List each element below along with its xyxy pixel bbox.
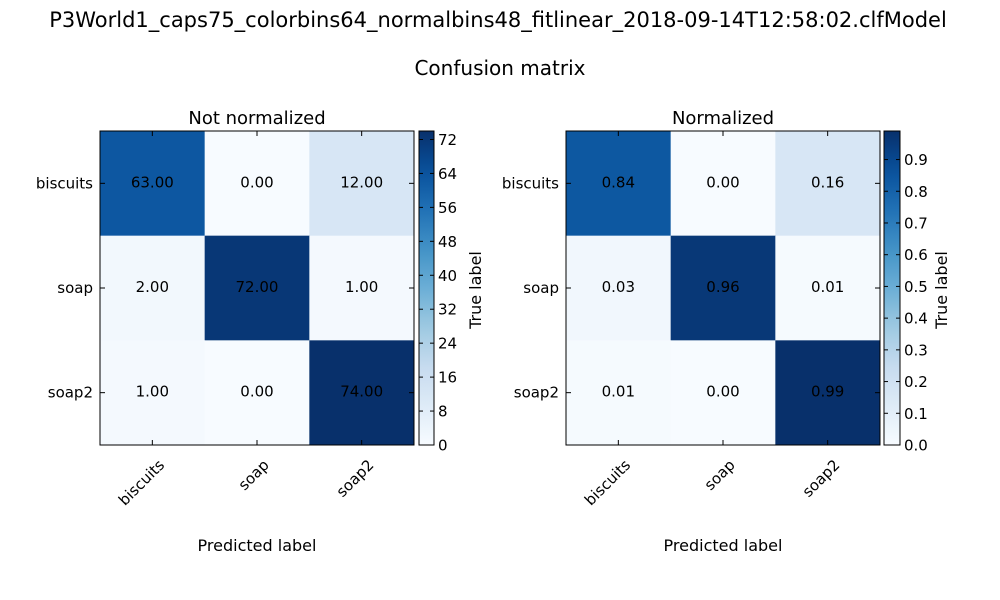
heatmap-cell xyxy=(309,340,415,446)
cell-value-label: 72.00 xyxy=(236,278,279,296)
colorbar-tick-label: 40 xyxy=(438,267,457,285)
colorbar-tick-label: 0.5 xyxy=(904,278,928,296)
cell-value-label: 0.00 xyxy=(706,383,739,401)
heatmap-panel-1: Not normalized 63.00 0.00 12.00 2.00 72.00 1.0… xyxy=(36,108,485,555)
heatmap-cell xyxy=(775,235,881,341)
heatmap-cell xyxy=(309,131,415,237)
colorbar-tick-label: 48 xyxy=(438,233,457,251)
cell-value-label: 0.16 xyxy=(811,173,844,191)
colorbar-tick-label: 0.6 xyxy=(904,246,928,264)
colorbar-tick-label: 32 xyxy=(438,301,457,319)
heatmap-panel-2: Normalized 0.84 0.00 0.16 0.03 0.96 0.01 0.01 0.… xyxy=(502,108,951,555)
colorbar-tick-label: 16 xyxy=(438,369,457,387)
colorbar-tick-label: 0.3 xyxy=(904,341,928,359)
colorbar-tick-label: 0.4 xyxy=(904,310,928,328)
cell-value-label: 0.01 xyxy=(811,278,844,296)
heatmap-cell xyxy=(670,235,776,341)
cell-value-label: 0.00 xyxy=(240,173,273,191)
colorbar-tick-label: 24 xyxy=(438,335,457,353)
panel-title: Not normalized xyxy=(188,108,325,129)
cell-value-label: 0.99 xyxy=(811,383,844,401)
cell-value-label: 0.96 xyxy=(706,278,739,296)
heatmap-cell xyxy=(566,131,672,237)
colorbar-tick-label: 0.1 xyxy=(904,405,928,423)
cell-value-label: 1.00 xyxy=(136,383,169,401)
colorbar xyxy=(883,130,901,446)
figure-suptitle: P3World1_caps75_colorbins64_normalbins48… xyxy=(49,8,947,33)
x-axis-label: Predicted label xyxy=(664,536,783,555)
heatmap-cell xyxy=(100,235,206,341)
cell-value-label: 0.00 xyxy=(706,173,739,191)
cell-value-label: 63.00 xyxy=(131,173,174,191)
y-tick-label: soap xyxy=(57,279,93,297)
colorbar-tick-label: 8 xyxy=(438,403,448,421)
y-tick-label: soap2 xyxy=(48,384,93,402)
panel-title: Normalized xyxy=(672,108,774,129)
heatmap-cell xyxy=(775,131,881,237)
colorbar-tick-label: 64 xyxy=(438,165,457,183)
colorbar-tick-label: 0.7 xyxy=(904,214,928,232)
colorbar xyxy=(418,130,435,446)
cell-value-label: 0.03 xyxy=(602,278,635,296)
colorbar-label: True label xyxy=(466,251,485,330)
colorbar-tick-label: 72 xyxy=(438,131,457,149)
y-tick-label: biscuits xyxy=(36,174,93,192)
cell-value-label: 0.00 xyxy=(240,383,273,401)
colorbar-tick-label: 0.2 xyxy=(904,373,928,391)
heatmap-cell xyxy=(566,235,672,341)
figure-title: Confusion matrix xyxy=(414,56,585,80)
cell-value-label: 1.00 xyxy=(345,278,378,296)
y-tick-label: soap xyxy=(523,279,559,297)
heatmap-cell xyxy=(566,340,672,446)
cell-value-label: 0.01 xyxy=(602,383,635,401)
heatmap-cell xyxy=(204,340,310,446)
colorbar-tick-label: 0.0 xyxy=(904,437,928,455)
heatmap-cell xyxy=(309,235,415,341)
colorbar-tick-label: 0.9 xyxy=(904,151,928,169)
y-tick-label: soap2 xyxy=(514,384,559,402)
y-tick-label: biscuits xyxy=(502,174,559,192)
colorbar-tick-label: 0 xyxy=(438,437,448,455)
heatmap-cell xyxy=(204,131,310,237)
heatmap-cell xyxy=(775,340,881,446)
x-axis-label: Predicted label xyxy=(198,536,317,555)
heatmap-cell xyxy=(204,235,310,341)
heatmap-cell xyxy=(670,340,776,446)
heatmap-cell xyxy=(100,340,206,446)
cell-value-label: 74.00 xyxy=(340,383,383,401)
cell-value-label: 2.00 xyxy=(136,278,169,296)
colorbar-tick-label: 56 xyxy=(438,199,457,217)
cell-value-label: 12.00 xyxy=(340,173,383,191)
heatmap-cell xyxy=(670,131,776,237)
colorbar-label: True label xyxy=(932,251,951,330)
colorbar-tick-label: 0.8 xyxy=(904,183,928,201)
heatmap-cell xyxy=(100,131,206,237)
cell-value-label: 0.84 xyxy=(602,173,635,191)
